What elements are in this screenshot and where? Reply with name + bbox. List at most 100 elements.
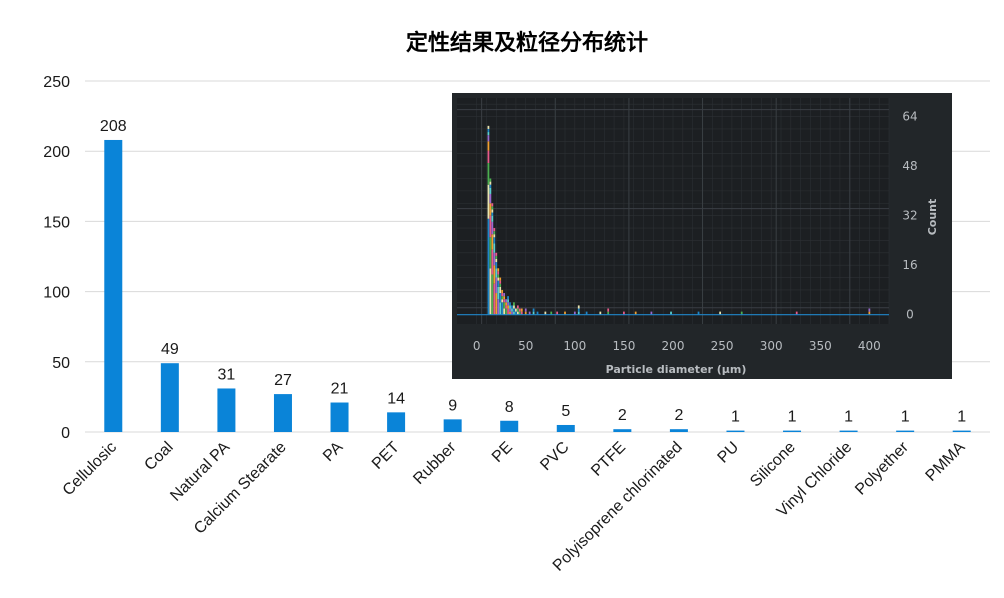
inset-histogram-bar bbox=[564, 311, 566, 315]
inset-histogram-bar bbox=[497, 277, 500, 281]
inset-x-axis-label: Particle diameter (µm) bbox=[606, 363, 747, 376]
inset-histogram-bar bbox=[505, 302, 507, 306]
main-y-tick-label: 250 bbox=[43, 74, 70, 91]
inset-histogram-bar bbox=[495, 258, 498, 263]
bar-pe bbox=[500, 420, 519, 432]
inset-histogram-bar bbox=[532, 308, 535, 312]
inset-histogram-bar bbox=[623, 311, 625, 315]
bar-pet bbox=[387, 412, 406, 432]
inset-histogram-bar bbox=[577, 308, 580, 312]
data-label: 5 bbox=[561, 403, 570, 420]
inset-x-tick-label: 200 bbox=[662, 339, 685, 353]
inset-histogram-bar bbox=[511, 308, 513, 312]
inset-histogram-bar bbox=[495, 262, 498, 269]
data-label: 1 bbox=[731, 409, 740, 426]
inset-histogram-bar bbox=[518, 311, 521, 315]
inset-histogram-bar bbox=[503, 299, 506, 303]
inset-histogram-bar bbox=[489, 181, 492, 185]
inset-histogram-bars bbox=[457, 125, 889, 316]
inset-histogram-bar bbox=[489, 268, 492, 315]
inset-histogram-bar bbox=[513, 311, 515, 315]
category-label: Silicone bbox=[747, 439, 799, 491]
inset-histogram-bar bbox=[495, 293, 498, 315]
inset-histogram-bar bbox=[697, 311, 700, 315]
inset-histogram-bar bbox=[509, 311, 511, 315]
inset-x-tick-label: 150 bbox=[612, 339, 635, 353]
inset-x-tick-label: 400 bbox=[858, 339, 881, 353]
inset-histogram-bar bbox=[503, 308, 506, 315]
bar-rubber bbox=[443, 419, 462, 432]
inset-histogram-bar bbox=[509, 308, 511, 312]
inset-histogram-bar bbox=[495, 277, 498, 294]
inset-histogram-bar bbox=[509, 305, 511, 309]
inset-histogram-bar bbox=[524, 311, 527, 315]
inset-histogram-bar bbox=[487, 218, 490, 315]
data-label: 21 bbox=[331, 381, 349, 398]
inset-histogram-bar bbox=[497, 271, 500, 275]
main-y-tick-label: 0 bbox=[61, 425, 70, 442]
inset-histogram-bar bbox=[511, 311, 513, 315]
inset-histogram-bar bbox=[487, 184, 490, 219]
inset-histogram-bar bbox=[497, 299, 500, 315]
inset-histogram-bar bbox=[493, 252, 496, 266]
inset-histogram-bar bbox=[493, 243, 496, 253]
data-label: 49 bbox=[161, 341, 179, 358]
inset-histogram-bar bbox=[516, 308, 519, 312]
inset-histogram-bar bbox=[491, 274, 494, 315]
inset-histogram-bar bbox=[489, 215, 492, 238]
inset-histogram-bar bbox=[577, 311, 580, 315]
inset-histogram-bar bbox=[501, 296, 504, 300]
bar-coal bbox=[160, 363, 179, 432]
inset-histogram-bar bbox=[491, 215, 494, 222]
data-label: 31 bbox=[218, 366, 236, 383]
main-bars bbox=[104, 139, 971, 432]
main-y-tick-labels: 0 50 100 150 200 250 bbox=[43, 74, 70, 442]
data-label: 1 bbox=[901, 409, 910, 426]
inset-histogram-bar bbox=[868, 311, 871, 315]
inset-histogram-bar bbox=[489, 184, 492, 188]
inset-y-tick-label: 32 bbox=[902, 209, 917, 223]
category-label: PVC bbox=[537, 439, 572, 474]
inset-histogram-bar bbox=[550, 311, 553, 315]
data-label: 8 bbox=[505, 399, 514, 416]
inset-y-tick-label: 0 bbox=[906, 308, 914, 322]
inset-histogram-bar bbox=[607, 311, 610, 315]
inset-histogram-bar bbox=[493, 234, 496, 238]
inset-histogram-bar bbox=[489, 187, 492, 194]
inset-histogram-bar bbox=[487, 125, 490, 129]
chart-title: 定性结果及粒径分布统计 bbox=[406, 30, 648, 56]
inset-histogram-bar bbox=[740, 311, 743, 315]
inset-histogram-bar bbox=[868, 308, 871, 312]
inset-histogram-bar bbox=[544, 311, 547, 315]
inset-histogram-bar bbox=[491, 206, 494, 210]
inset-histogram-bar bbox=[499, 286, 502, 294]
bar-vinyl-chloride bbox=[839, 430, 858, 432]
inset-histogram-bar bbox=[491, 209, 494, 213]
inset-histogram-bar bbox=[795, 311, 798, 315]
data-label: 1 bbox=[844, 409, 853, 426]
inset-histogram-bar bbox=[491, 203, 494, 207]
bar-cellulosic bbox=[104, 139, 123, 432]
inset-histogram-bar bbox=[489, 237, 492, 269]
inset-histogram-bar bbox=[491, 212, 494, 216]
inset-histogram-bar bbox=[607, 308, 610, 312]
bar-pu bbox=[726, 430, 745, 432]
category-label: PE bbox=[489, 439, 516, 466]
inset-histogram-bar bbox=[507, 302, 509, 306]
inset-histogram-bar bbox=[513, 302, 515, 306]
inset-histogram-bar bbox=[670, 311, 672, 315]
category-label: PTFE bbox=[588, 439, 629, 480]
inset-histogram-bar bbox=[507, 299, 509, 303]
category-label: PMMA bbox=[923, 439, 969, 485]
inset-histogram-bar bbox=[493, 265, 496, 284]
inset-histogram-bar bbox=[493, 237, 496, 244]
main-y-tick-label: 150 bbox=[43, 214, 70, 231]
inset-histogram-bar bbox=[495, 268, 498, 278]
main-y-tick-label: 100 bbox=[43, 285, 70, 302]
inset-x-tick-label: 50 bbox=[518, 339, 533, 353]
inset-histogram-bar bbox=[524, 308, 527, 312]
inset-histogram-bar bbox=[573, 311, 576, 315]
